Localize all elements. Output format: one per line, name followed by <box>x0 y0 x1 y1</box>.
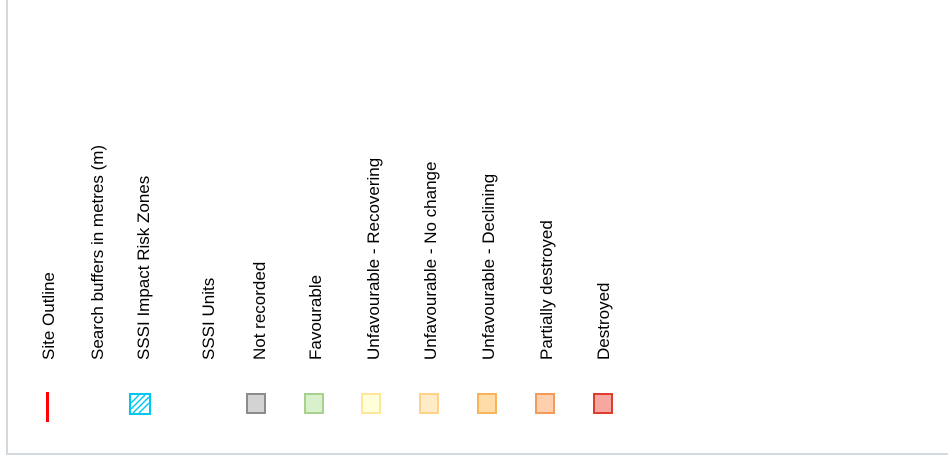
legend-label-sssi-impact-risk-zones: SSSI Impact Risk Zones <box>134 175 153 360</box>
partially-destroyed-square-icon <box>535 393 555 414</box>
legend-label-partially-destroyed: Partially destroyed <box>537 220 556 360</box>
legend-label-site-outline: Site Outline <box>39 272 58 360</box>
legend-label-destroyed: Destroyed <box>594 282 613 360</box>
legend-label-not-recorded: Not recorded <box>250 261 269 360</box>
site-outline-line-icon <box>46 392 49 422</box>
not-recorded-square-icon <box>246 393 266 414</box>
legend-label-search-buffers: Search buffers in metres (m) <box>88 144 107 360</box>
legend-label-unfavourable-no-change: Unfavourable - No change <box>421 161 440 360</box>
unfavourable-recovering-square-icon <box>361 393 381 414</box>
unfavourable-declining-square-icon <box>477 393 497 414</box>
unfavourable-no-change-square-icon <box>419 393 439 414</box>
legend-label-unfavourable-recovering: Unfavourable - Recovering <box>364 157 383 360</box>
legend-frame <box>6 0 948 455</box>
legend-label-unfavourable-declining: Unfavourable - Declining <box>479 173 498 360</box>
legend-label-favourable: Favourable <box>306 274 325 360</box>
destroyed-square-icon <box>593 393 613 414</box>
favourable-square-icon <box>304 393 324 414</box>
sssi-impact-risk-zones-hatched-square-icon <box>129 393 151 415</box>
legend-label-sssi-units: SSSI Units <box>199 277 218 360</box>
